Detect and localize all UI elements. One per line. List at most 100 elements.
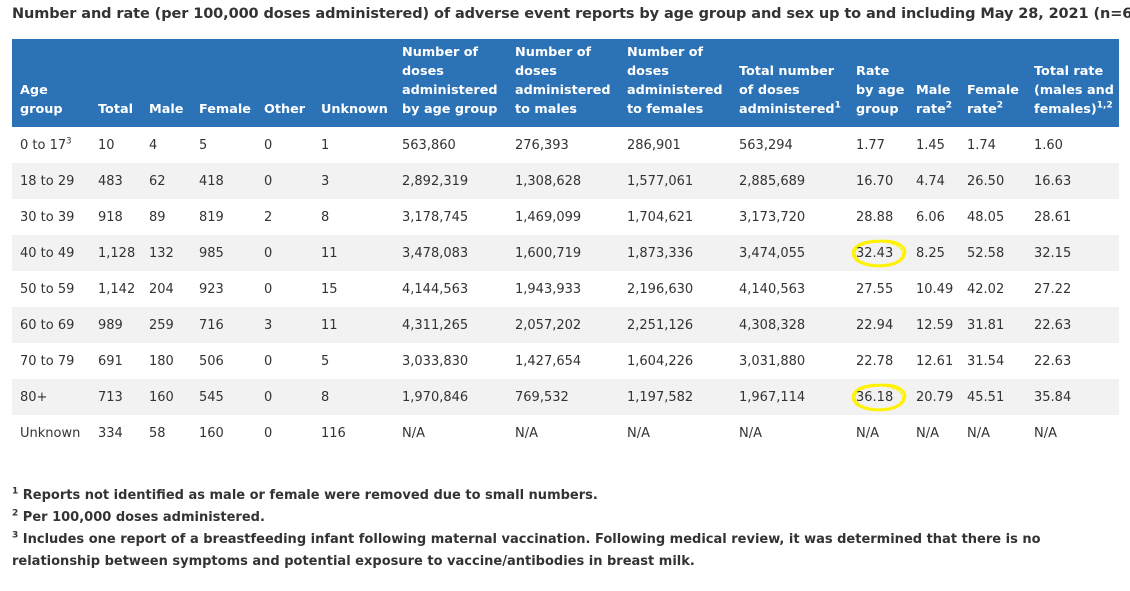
cell-rate-by-age-group: 36.18 <box>848 379 908 415</box>
cell-male-rate: 1.45 <box>908 127 959 163</box>
cell-value: 70 to 79 <box>20 353 75 369</box>
column-header-label: Male rate <box>916 83 951 117</box>
column-header-label: Age group <box>20 83 63 117</box>
cell-doses-to-males: 2,057,202 <box>507 307 619 343</box>
cell-value: 16.70 <box>856 173 894 189</box>
cell-total: 10 <box>90 127 141 163</box>
footnote-text: Includes one report of a breastfeeding i… <box>12 532 1041 569</box>
cell-value: 0 <box>264 173 273 189</box>
cell-other: 0 <box>256 379 313 415</box>
column-header-total-rate: Total rate (males and females)1,2 <box>1026 39 1119 127</box>
cell-value: 1,427,654 <box>515 353 582 369</box>
cell-value: 132 <box>149 245 174 261</box>
footnote: 3 Includes one report of a breastfeeding… <box>12 529 1112 573</box>
cell-value: 22.63 <box>1034 317 1072 333</box>
cell-value: 160 <box>149 389 174 405</box>
cell-male-rate: N/A <box>908 415 959 451</box>
cell-value: 1,873,336 <box>627 245 694 261</box>
table-row: Unknown 334 58 160 0 116 N/A N/A N/A N/A N/A N/A N/A… <box>12 415 1119 451</box>
cell-female: 545 <box>191 379 256 415</box>
table-row: 18 to 29 483 62 418 0 3 2,892,319 1,308,628 1,57… <box>12 163 1119 199</box>
cell-unknown: 5 <box>313 343 394 379</box>
cell-value: N/A <box>402 425 425 441</box>
cell-doses-to-females: 286,901 <box>619 127 731 163</box>
footnote-ref: 2 <box>945 100 953 111</box>
table-row: 70 to 79 691 180 506 0 5 3,033,830 1,427,654 1,6… <box>12 343 1119 379</box>
cell-doses-by-age-group: 3,478,083 <box>394 235 507 271</box>
cell-value: 506 <box>199 353 224 369</box>
column-header-doses-to-females: Number of doses administered to females <box>619 39 731 127</box>
cell-rate-by-age-group: 22.78 <box>848 343 908 379</box>
cell-value: 22.63 <box>1034 353 1072 369</box>
cell-doses-by-age-group: 563,860 <box>394 127 507 163</box>
cell-age-group: 50 to 59 <box>12 271 90 307</box>
cell-value: 1,577,061 <box>627 173 694 189</box>
cell-total-rate: 22.63 <box>1026 343 1119 379</box>
cell-female: 716 <box>191 307 256 343</box>
cell-value: 1,604,226 <box>627 353 694 369</box>
table-row: 60 to 69 989 259 716 3 11 4,311,265 2,057,202 2,… <box>12 307 1119 343</box>
cell-total-doses: 3,031,880 <box>731 343 848 379</box>
cell-value: 8 <box>321 209 330 225</box>
cell-value: 58 <box>149 425 166 441</box>
footnotes: 1 Reports not identified as male or fema… <box>12 485 1112 573</box>
cell-other: 0 <box>256 343 313 379</box>
cell-unknown: 11 <box>313 307 394 343</box>
cell-total: 691 <box>90 343 141 379</box>
cell-value: 713 <box>98 389 123 405</box>
cell-male-rate: 8.25 <box>908 235 959 271</box>
cell-value: 1,308,628 <box>515 173 582 189</box>
cell-value: 2,251,126 <box>627 317 694 333</box>
cell-total-doses: 4,308,328 <box>731 307 848 343</box>
cell-total: 918 <box>90 199 141 235</box>
footnote: 1 Reports not identified as male or fema… <box>12 485 1112 507</box>
footnote-text: Per 100,000 doses administered. <box>22 510 265 525</box>
cell-rate-by-age-group: 22.94 <box>848 307 908 343</box>
column-header-male-rate: Male rate2 <box>908 39 959 127</box>
cell-age-group: 60 to 69 <box>12 307 90 343</box>
cell-value: 40 to 49 <box>20 245 75 261</box>
cell-value: 5 <box>321 353 330 369</box>
cell-value: 3,031,880 <box>739 353 806 369</box>
cell-value: 52.58 <box>967 245 1005 261</box>
cell-value: 2 <box>264 209 273 225</box>
column-header-unknown: Unknown <box>313 39 394 127</box>
cell-male: 4 <box>141 127 191 163</box>
cell-rate-by-age-group: N/A <box>848 415 908 451</box>
cell-doses-by-age-group: 3,033,830 <box>394 343 507 379</box>
cell-value: 3 <box>321 173 330 189</box>
cell-value: 259 <box>149 317 174 333</box>
cell-value: 12.61 <box>916 353 954 369</box>
footnote-mark: 1 <box>12 486 19 497</box>
cell-value: 0 to 17 <box>20 137 67 153</box>
cell-value: 15 <box>321 281 338 297</box>
cell-age-group: 70 to 79 <box>12 343 90 379</box>
cell-total: 334 <box>90 415 141 451</box>
cell-value: 4,308,328 <box>739 317 806 333</box>
cell-total-rate: 28.61 <box>1026 199 1119 235</box>
cell-value: 483 <box>98 173 123 189</box>
cell-value: 27.22 <box>1034 281 1072 297</box>
cell-age-group: 40 to 49 <box>12 235 90 271</box>
cell-value: 2,892,319 <box>402 173 469 189</box>
cell-total: 483 <box>90 163 141 199</box>
cell-doses-to-females: 1,197,582 <box>619 379 731 415</box>
cell-female-rate: 42.02 <box>959 271 1026 307</box>
cell-value: 160 <box>199 425 224 441</box>
cell-doses-by-age-group: 4,311,265 <box>394 307 507 343</box>
column-header-label: Number of doses administered to females <box>627 45 723 117</box>
cell-value: 3,474,055 <box>739 245 806 261</box>
cell-male-rate: 10.49 <box>908 271 959 307</box>
cell-other: 0 <box>256 127 313 163</box>
cell-value: 3 <box>264 317 273 333</box>
cell-male-rate: 12.59 <box>908 307 959 343</box>
cell-value: 418 <box>199 173 224 189</box>
cell-value: 1.60 <box>1034 137 1063 153</box>
cell-female-rate: 45.51 <box>959 379 1026 415</box>
cell-value: 48.05 <box>967 209 1005 225</box>
column-header-other: Other <box>256 39 313 127</box>
cell-female: 418 <box>191 163 256 199</box>
footnote-ref: 1 <box>834 100 841 111</box>
cell-value: Unknown <box>20 425 81 441</box>
column-header-total: Total <box>90 39 141 127</box>
